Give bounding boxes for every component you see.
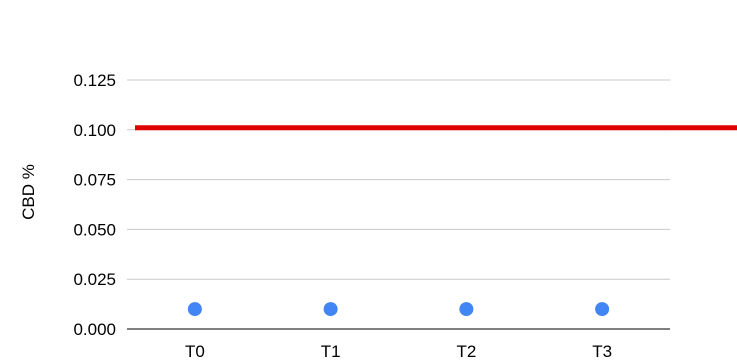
y-tick-label: 0.075 [73, 171, 116, 190]
x-tick-label: T0 [185, 342, 205, 359]
y-tick-label: 0.100 [73, 121, 116, 140]
data-point [459, 302, 474, 317]
y-tick-labels: 0.000 0.025 0.050 0.075 0.100 0.125 [73, 71, 116, 339]
data-point [595, 302, 610, 317]
x-tick-labels: T0 T1 T2 T3 [185, 342, 612, 361]
x-tick-label: T2 [456, 342, 476, 359]
data-point [323, 302, 338, 317]
y-tick-label: 0.000 [73, 320, 116, 339]
x-tick-label: T1 [321, 342, 341, 359]
y-tick-label: 0.025 [73, 270, 116, 289]
x-tick-label: T3 [592, 342, 612, 359]
y-tick-label: 0.050 [73, 220, 116, 239]
data-point [187, 302, 202, 317]
gridlines [127, 79, 670, 330]
y-tick-label: 0.125 [73, 71, 116, 90]
data-points [187, 302, 610, 317]
y-axis-label: CBD % [19, 164, 38, 220]
